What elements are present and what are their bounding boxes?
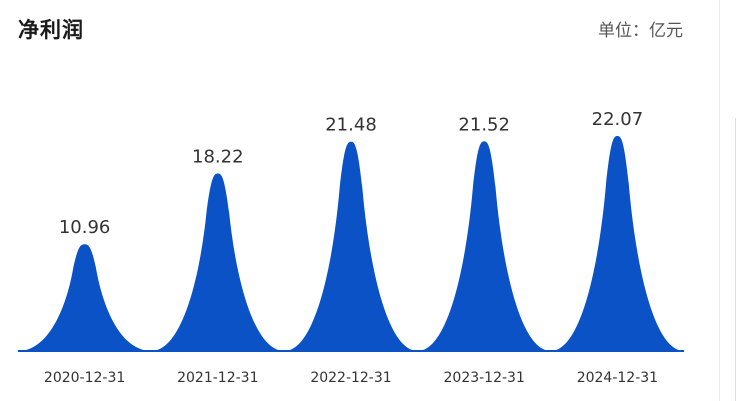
x-tick-label: 2020-12-31 — [44, 370, 125, 386]
x-axis-ticks: 2020-12-31 2021-12-31 2022-12-31 2023-12-31… — [44, 370, 658, 386]
peak-2020-12-31 — [18, 244, 152, 351]
peak-2022-12-31 — [284, 141, 418, 351]
panel-divider — [719, 0, 720, 401]
peak-2024-12-31 — [550, 136, 684, 351]
x-tick-label: 2024-12-31 — [577, 370, 658, 386]
x-tick-label: 2022-12-31 — [310, 370, 391, 386]
scrollbar-track — [735, 118, 736, 401]
value-label: 10.96 — [59, 217, 111, 238]
value-label: 21.48 — [325, 115, 377, 136]
value-label: 18.22 — [192, 147, 244, 168]
peak-2021-12-31 — [151, 173, 285, 351]
value-labels: 10.96 18.22 21.48 21.52 22.07 — [59, 109, 643, 238]
peak-series — [18, 136, 684, 351]
chart-title: 净利润 — [18, 18, 84, 42]
peak-2023-12-31 — [417, 141, 551, 351]
x-tick-label: 2021-12-31 — [177, 370, 258, 386]
unit-label: 单位：亿元 — [598, 21, 683, 41]
x-tick-label: 2023-12-31 — [444, 370, 525, 386]
value-label: 22.07 — [592, 109, 644, 130]
value-label: 21.52 — [458, 114, 510, 135]
